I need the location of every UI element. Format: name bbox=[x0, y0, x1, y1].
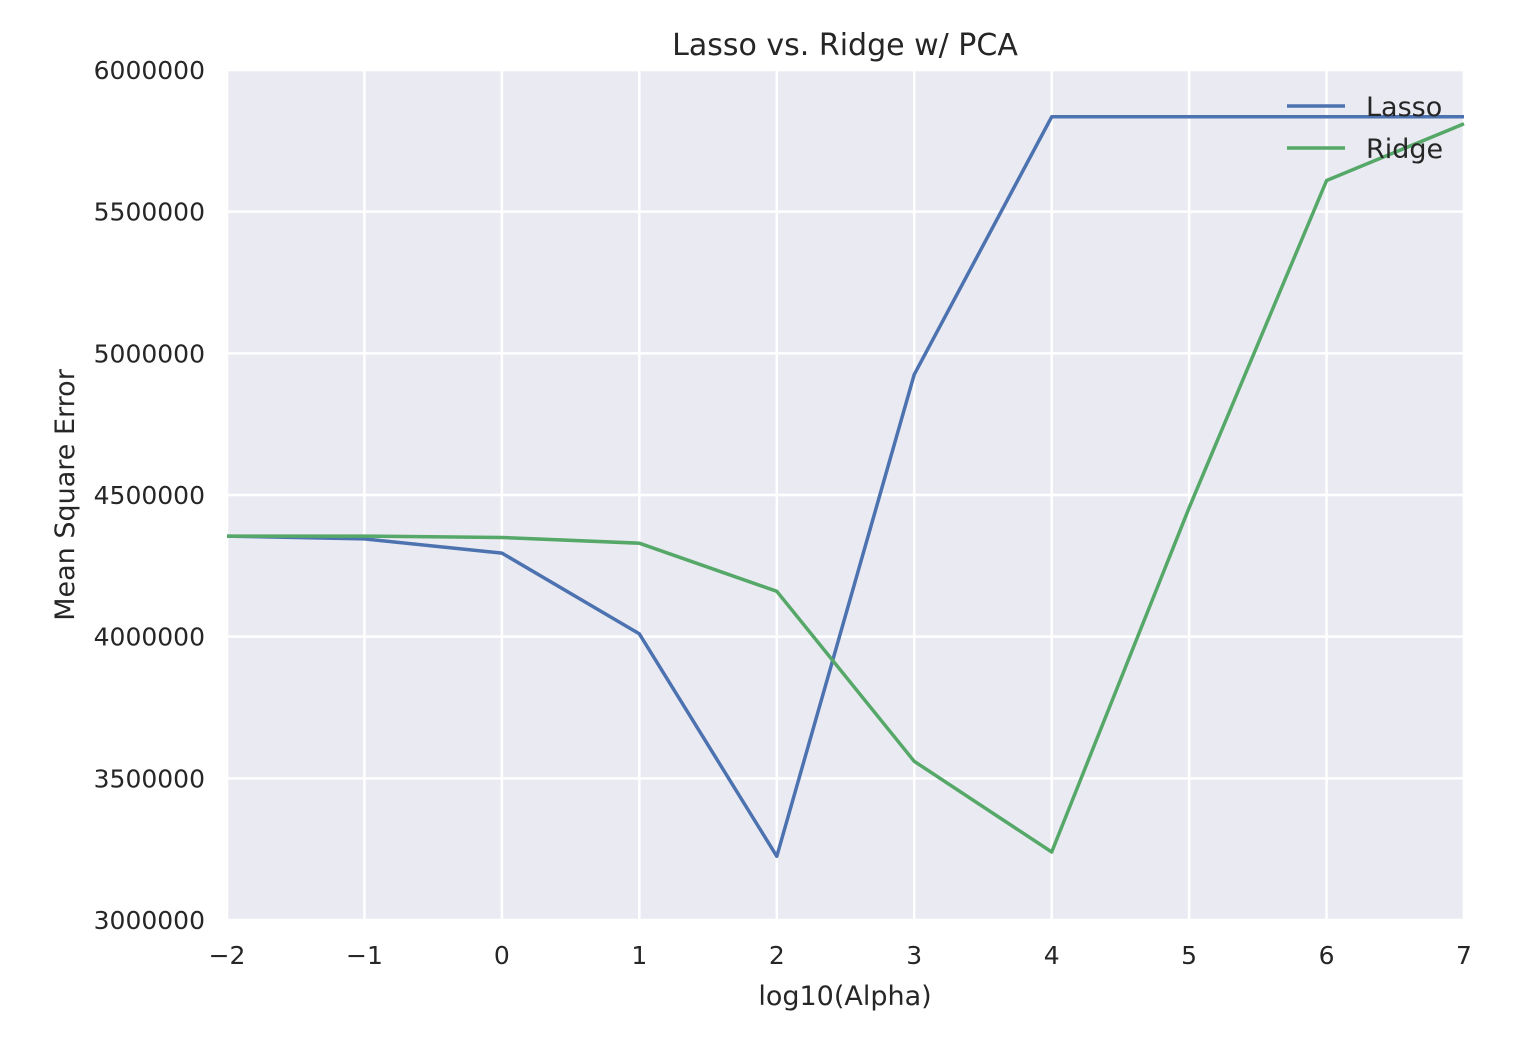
x-tick-label: 3 bbox=[906, 941, 922, 970]
chart-title: Lasso vs. Ridge w/ PCA bbox=[672, 28, 1018, 63]
y-tick-label: 4000000 bbox=[94, 623, 205, 652]
y-tick-label: 3000000 bbox=[94, 906, 205, 935]
x-tick-label: −2 bbox=[209, 941, 246, 970]
legend-label-ridge: Ridge bbox=[1366, 134, 1443, 165]
x-tick-labels: −2 −1 0 1 2 3 4 5 6 7 bbox=[209, 941, 1472, 970]
y-tick-label: 5500000 bbox=[94, 198, 205, 227]
x-tick-label: 1 bbox=[631, 941, 647, 970]
x-tick-label: 6 bbox=[1319, 941, 1335, 970]
y-tick-label: 6000000 bbox=[94, 56, 205, 85]
x-axis-label: log10(Alpha) bbox=[758, 981, 931, 1012]
series-lines bbox=[226, 115, 1465, 859]
legend-label-lasso: Lasso bbox=[1366, 92, 1442, 123]
y-axis-label: Mean Square Error bbox=[50, 368, 81, 620]
x-tick-label: 5 bbox=[1181, 941, 1197, 970]
grid bbox=[225, 68, 1466, 922]
y-tick-label: 5000000 bbox=[94, 339, 205, 368]
x-tick-label: 7 bbox=[1456, 941, 1472, 970]
x-tick-label: 2 bbox=[769, 941, 785, 970]
x-tick-label: −1 bbox=[346, 941, 383, 970]
y-tick-labels: 3000000 3500000 4000000 4500000 5000000 55000… bbox=[94, 56, 205, 935]
y-tick-label: 3500000 bbox=[94, 764, 205, 793]
y-tick-label: 4500000 bbox=[94, 481, 205, 510]
series-line-ridge bbox=[227, 122, 1465, 854]
legend: Lasso Ridge bbox=[1287, 92, 1443, 165]
x-tick-label: 4 bbox=[1044, 941, 1060, 970]
x-tick-label: 0 bbox=[494, 941, 510, 970]
series-line-lasso bbox=[226, 115, 1464, 859]
